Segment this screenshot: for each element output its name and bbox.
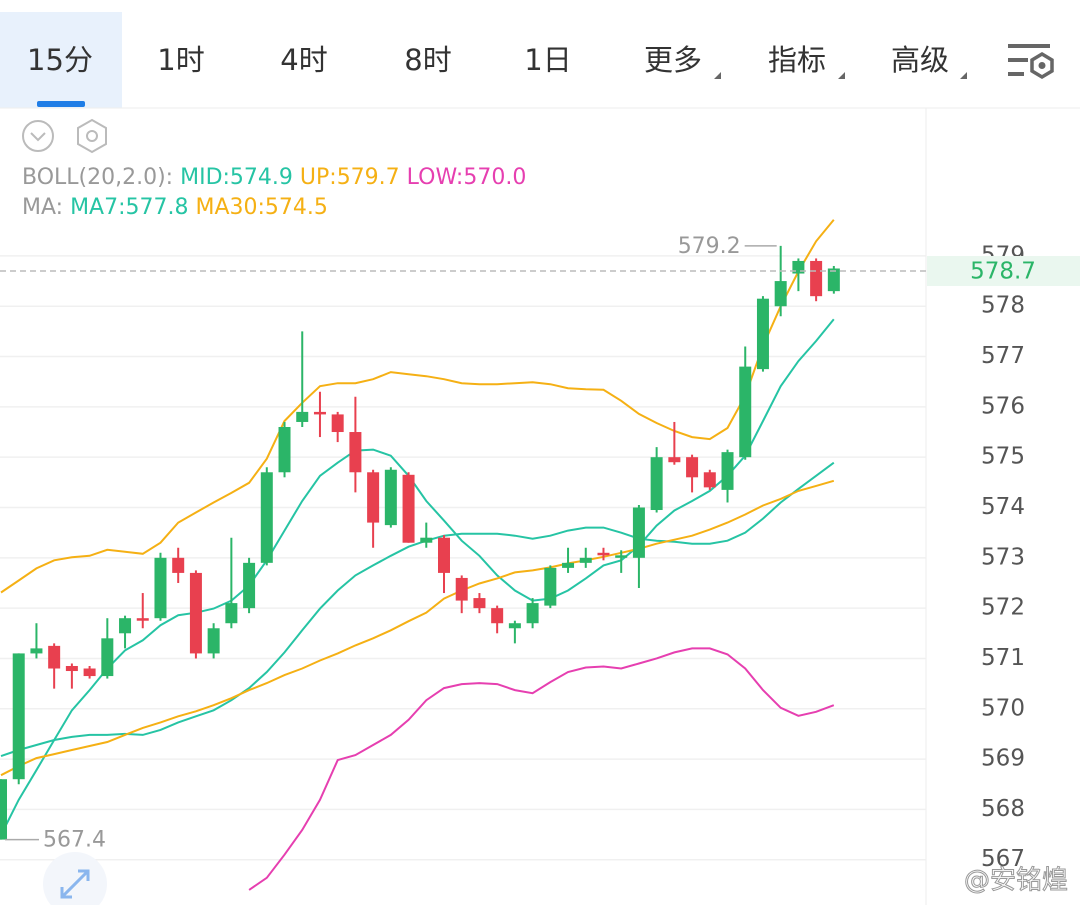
candle-body (0, 779, 7, 840)
collapse-icon[interactable] (22, 120, 54, 152)
candle-body (296, 411, 309, 422)
candle-body (83, 668, 96, 677)
tab[interactable]: 15分 (27, 43, 93, 77)
candle-body (243, 562, 256, 609)
candle-body (508, 623, 521, 629)
candle-body (632, 507, 645, 558)
settings-hex-icon[interactable] (77, 118, 107, 154)
candle-body (119, 618, 132, 634)
candle-body (703, 472, 716, 488)
legend: BOLL(20,2.0): MID:574.9 UP:579.7 LOW:570.0 (22, 165, 526, 190)
y-tick-label: 575 (981, 444, 1025, 470)
tab[interactable]: 8时 (404, 43, 451, 77)
candle-body (384, 469, 397, 526)
candle-body (101, 638, 114, 677)
candle-body (615, 555, 628, 558)
active-tab-underline (37, 101, 85, 107)
tab[interactable]: 1日 (524, 43, 571, 77)
watermark: @安铭煌 (964, 866, 1068, 896)
y-tick-label: 569 (981, 746, 1025, 772)
candle-body (597, 552, 610, 556)
candle-body (48, 645, 61, 669)
max-label: 579.2 (678, 234, 741, 259)
candle-body (189, 572, 202, 654)
settings-icon[interactable] (1008, 44, 1054, 80)
candle-body (313, 411, 326, 415)
indicator-line (0, 479, 835, 777)
candle-body (739, 366, 752, 458)
candle-body (668, 457, 681, 463)
indicator-line (0, 461, 835, 758)
candle-body (225, 603, 238, 624)
candle-body (473, 598, 486, 609)
last-price-tag (927, 256, 1080, 287)
legend-entry: MID:574.9 (180, 165, 293, 190)
active-tab-bg (0, 12, 122, 108)
y-tick-label: 567 (981, 846, 1025, 872)
legend-title: BOLL(20,2.0): (22, 165, 173, 190)
candle-body (207, 628, 220, 654)
candle-body (172, 557, 185, 573)
legend-entry: LOW:570.0 (407, 165, 527, 190)
candle-body (136, 618, 149, 621)
tab[interactable]: 更多 (644, 43, 702, 77)
indicator-line (0, 219, 835, 594)
indicator-line (248, 647, 835, 891)
legend: MA: MA7:577.8 MA30:574.5 (22, 195, 328, 220)
candle-body (349, 432, 362, 473)
candle-body (491, 608, 504, 624)
candle-body (562, 562, 575, 568)
indicator-line (0, 318, 835, 836)
tab[interactable]: 高级 (891, 43, 949, 77)
y-tick-label: 574 (981, 494, 1025, 520)
candle-body (260, 472, 273, 563)
candle-body (810, 260, 823, 297)
candle-body (367, 472, 380, 523)
candle-body (331, 414, 344, 433)
y-tick-label: 573 (981, 544, 1025, 570)
candle-body (686, 457, 699, 478)
y-tick-label: 572 (981, 595, 1025, 621)
legend-entry: UP:579.7 (300, 165, 400, 190)
candle-body (721, 452, 734, 490)
y-tick-label: 570 (981, 695, 1025, 721)
candle-body (30, 648, 43, 654)
candle-body (278, 426, 291, 473)
y-tick-label: 568 (981, 796, 1025, 822)
expand-icon[interactable] (43, 852, 107, 905)
candle-body (154, 557, 167, 619)
candle-body (756, 298, 769, 370)
candle-body (65, 665, 78, 672)
candle-body (544, 567, 557, 606)
legend-entry: MA7:577.8 (70, 195, 188, 220)
candle-body (12, 653, 25, 780)
candle-body (420, 537, 433, 543)
dropdown-arrows (714, 72, 967, 79)
last-price-label: 578.7 (970, 259, 1036, 285)
tab[interactable]: 指标 (768, 43, 826, 77)
min-label: 567.4 (43, 828, 106, 853)
candle-body (526, 603, 539, 624)
tab[interactable]: 1时 (157, 43, 204, 77)
y-tick-label: 577 (981, 343, 1025, 369)
legend-entry: MA30:574.5 (195, 195, 327, 220)
candle-body (579, 557, 592, 563)
candle-body (827, 268, 840, 292)
candle-body (650, 457, 663, 511)
y-tick-label: 578 (981, 293, 1025, 319)
legend-title: MA: (22, 195, 63, 220)
y-tick-label: 571 (981, 645, 1025, 671)
candle-body (774, 281, 787, 307)
tab[interactable]: 4时 (280, 43, 327, 77)
candle-body (438, 537, 450, 573)
y-tick-label: 576 (981, 393, 1025, 419)
candle-body (402, 474, 415, 543)
candle-body (455, 577, 468, 601)
